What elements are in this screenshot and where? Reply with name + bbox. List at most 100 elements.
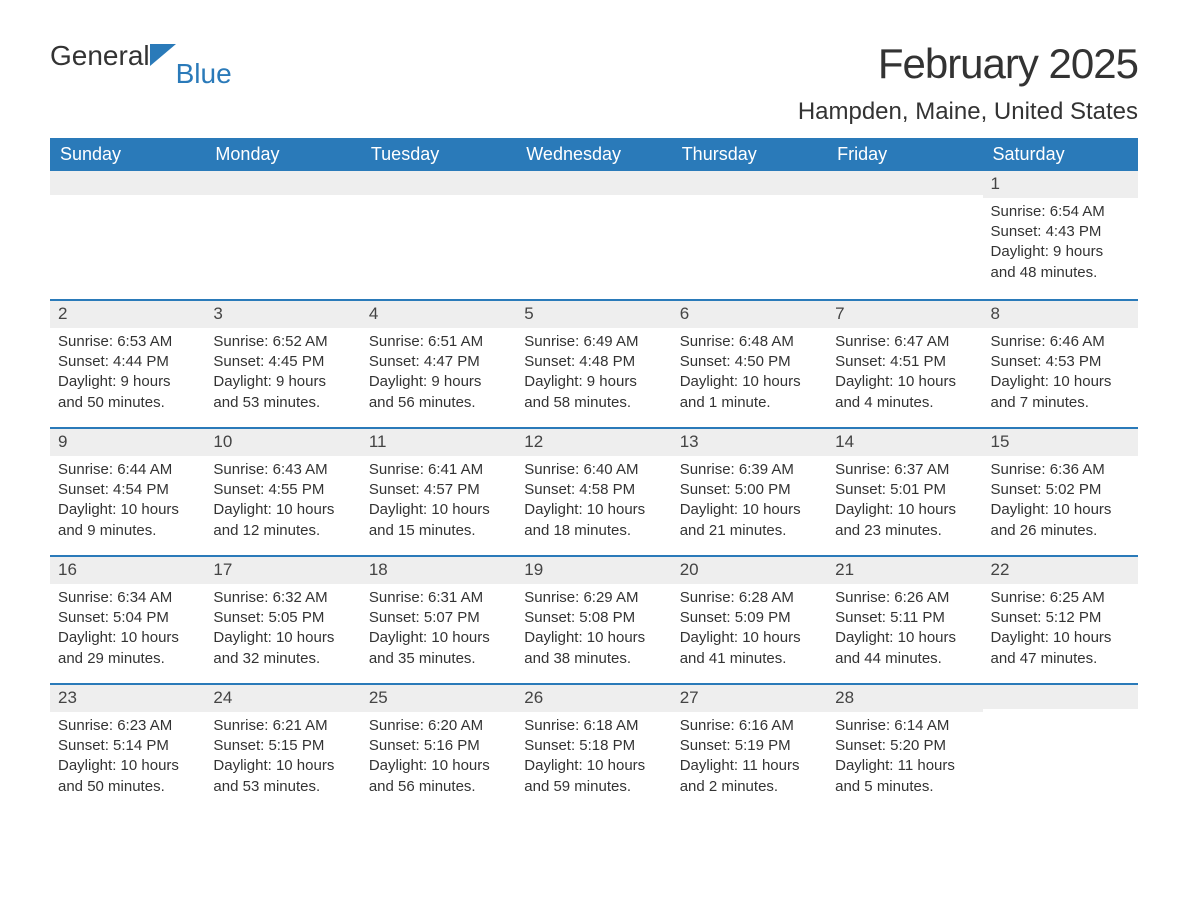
sunset-text: Sunset: 5:11 PM <box>835 608 974 628</box>
daylight-text: Daylight: 10 hours and 44 minutes. <box>835 628 974 669</box>
sunset-text: Sunset: 4:43 PM <box>991 222 1130 242</box>
day-cell: 13Sunrise: 6:39 AMSunset: 5:00 PMDayligh… <box>672 429 827 555</box>
sunset-text: Sunset: 5:02 PM <box>991 480 1130 500</box>
sunrise-text: Sunrise: 6:26 AM <box>835 588 974 608</box>
day-body: Sunrise: 6:23 AMSunset: 5:14 PMDaylight:… <box>50 712 205 807</box>
sunrise-text: Sunrise: 6:44 AM <box>58 460 197 480</box>
daylight-text: Daylight: 10 hours and 1 minute. <box>680 372 819 413</box>
sunrise-text: Sunrise: 6:49 AM <box>524 332 663 352</box>
sunrise-text: Sunrise: 6:39 AM <box>680 460 819 480</box>
day-number: 2 <box>50 301 205 328</box>
daylight-text: Daylight: 10 hours and 53 minutes. <box>213 756 352 797</box>
day-cell <box>516 171 671 299</box>
day-body <box>361 195 516 209</box>
day-cell: 9Sunrise: 6:44 AMSunset: 4:54 PMDaylight… <box>50 429 205 555</box>
sunrise-text: Sunrise: 6:21 AM <box>213 716 352 736</box>
day-body: Sunrise: 6:53 AMSunset: 4:44 PMDaylight:… <box>50 328 205 423</box>
day-body <box>516 195 671 209</box>
sunrise-text: Sunrise: 6:23 AM <box>58 716 197 736</box>
sunrise-text: Sunrise: 6:54 AM <box>991 202 1130 222</box>
day-number: 5 <box>516 301 671 328</box>
daylight-text: Daylight: 10 hours and 38 minutes. <box>524 628 663 669</box>
sunrise-text: Sunrise: 6:16 AM <box>680 716 819 736</box>
daylight-text: Daylight: 10 hours and 7 minutes. <box>991 372 1130 413</box>
daylight-text: Daylight: 9 hours and 56 minutes. <box>369 372 508 413</box>
day-cell <box>672 171 827 299</box>
daylight-text: Daylight: 10 hours and 29 minutes. <box>58 628 197 669</box>
sunrise-text: Sunrise: 6:41 AM <box>369 460 508 480</box>
sunset-text: Sunset: 4:55 PM <box>213 480 352 500</box>
sunrise-text: Sunrise: 6:32 AM <box>213 588 352 608</box>
day-cell: 2Sunrise: 6:53 AMSunset: 4:44 PMDaylight… <box>50 301 205 427</box>
day-cell: 18Sunrise: 6:31 AMSunset: 5:07 PMDayligh… <box>361 557 516 683</box>
sunset-text: Sunset: 5:14 PM <box>58 736 197 756</box>
header: General Blue February 2025 Hampden, Main… <box>50 40 1138 126</box>
sunset-text: Sunset: 5:08 PM <box>524 608 663 628</box>
week-row: 9Sunrise: 6:44 AMSunset: 4:54 PMDaylight… <box>50 427 1138 555</box>
day-body: Sunrise: 6:43 AMSunset: 4:55 PMDaylight:… <box>205 456 360 551</box>
day-body: Sunrise: 6:16 AMSunset: 5:19 PMDaylight:… <box>672 712 827 807</box>
sunset-text: Sunset: 5:04 PM <box>58 608 197 628</box>
logo-text-blue: Blue <box>176 58 232 90</box>
daylight-text: Daylight: 10 hours and 32 minutes. <box>213 628 352 669</box>
day-number: 11 <box>361 429 516 456</box>
day-cell: 23Sunrise: 6:23 AMSunset: 5:14 PMDayligh… <box>50 685 205 811</box>
sunrise-text: Sunrise: 6:29 AM <box>524 588 663 608</box>
day-body <box>983 709 1138 723</box>
day-body: Sunrise: 6:14 AMSunset: 5:20 PMDaylight:… <box>827 712 982 807</box>
daylight-text: Daylight: 10 hours and 47 minutes. <box>991 628 1130 669</box>
day-body: Sunrise: 6:32 AMSunset: 5:05 PMDaylight:… <box>205 584 360 679</box>
sunset-text: Sunset: 5:18 PM <box>524 736 663 756</box>
day-number: 12 <box>516 429 671 456</box>
day-body: Sunrise: 6:34 AMSunset: 5:04 PMDaylight:… <box>50 584 205 679</box>
sunrise-text: Sunrise: 6:34 AM <box>58 588 197 608</box>
week-row: 23Sunrise: 6:23 AMSunset: 5:14 PMDayligh… <box>50 683 1138 811</box>
daylight-text: Daylight: 9 hours and 53 minutes. <box>213 372 352 413</box>
daylight-text: Daylight: 10 hours and 15 minutes. <box>369 500 508 541</box>
day-body: Sunrise: 6:44 AMSunset: 4:54 PMDaylight:… <box>50 456 205 551</box>
day-body: Sunrise: 6:51 AMSunset: 4:47 PMDaylight:… <box>361 328 516 423</box>
weekday-header: Wednesday <box>516 138 671 171</box>
day-body: Sunrise: 6:20 AMSunset: 5:16 PMDaylight:… <box>361 712 516 807</box>
day-number: 25 <box>361 685 516 712</box>
daylight-text: Daylight: 10 hours and 50 minutes. <box>58 756 197 797</box>
day-number: 16 <box>50 557 205 584</box>
day-body: Sunrise: 6:41 AMSunset: 4:57 PMDaylight:… <box>361 456 516 551</box>
sunrise-text: Sunrise: 6:51 AM <box>369 332 508 352</box>
daylight-text: Daylight: 10 hours and 21 minutes. <box>680 500 819 541</box>
day-number <box>672 171 827 195</box>
day-cell: 4Sunrise: 6:51 AMSunset: 4:47 PMDaylight… <box>361 301 516 427</box>
sunrise-text: Sunrise: 6:40 AM <box>524 460 663 480</box>
day-number <box>361 171 516 195</box>
day-number: 9 <box>50 429 205 456</box>
daylight-text: Daylight: 10 hours and 4 minutes. <box>835 372 974 413</box>
daylight-text: Daylight: 10 hours and 18 minutes. <box>524 500 663 541</box>
day-cell: 8Sunrise: 6:46 AMSunset: 4:53 PMDaylight… <box>983 301 1138 427</box>
sunrise-text: Sunrise: 6:25 AM <box>991 588 1130 608</box>
day-number <box>827 171 982 195</box>
sunset-text: Sunset: 5:16 PM <box>369 736 508 756</box>
weekday-header: Sunday <box>50 138 205 171</box>
day-number: 14 <box>827 429 982 456</box>
sunrise-text: Sunrise: 6:46 AM <box>991 332 1130 352</box>
sunset-text: Sunset: 5:07 PM <box>369 608 508 628</box>
sunset-text: Sunset: 4:57 PM <box>369 480 508 500</box>
sunrise-text: Sunrise: 6:36 AM <box>991 460 1130 480</box>
day-body: Sunrise: 6:54 AMSunset: 4:43 PMDaylight:… <box>983 198 1138 293</box>
week-row: 16Sunrise: 6:34 AMSunset: 5:04 PMDayligh… <box>50 555 1138 683</box>
daylight-text: Daylight: 9 hours and 48 minutes. <box>991 242 1130 283</box>
day-cell: 19Sunrise: 6:29 AMSunset: 5:08 PMDayligh… <box>516 557 671 683</box>
day-body: Sunrise: 6:52 AMSunset: 4:45 PMDaylight:… <box>205 328 360 423</box>
day-number: 3 <box>205 301 360 328</box>
day-cell <box>205 171 360 299</box>
day-cell <box>983 685 1138 811</box>
day-body: Sunrise: 6:25 AMSunset: 5:12 PMDaylight:… <box>983 584 1138 679</box>
day-body: Sunrise: 6:31 AMSunset: 5:07 PMDaylight:… <box>361 584 516 679</box>
day-number: 27 <box>672 685 827 712</box>
daylight-text: Daylight: 10 hours and 12 minutes. <box>213 500 352 541</box>
day-body: Sunrise: 6:48 AMSunset: 4:50 PMDaylight:… <box>672 328 827 423</box>
sunset-text: Sunset: 5:00 PM <box>680 480 819 500</box>
day-cell: 26Sunrise: 6:18 AMSunset: 5:18 PMDayligh… <box>516 685 671 811</box>
sunset-text: Sunset: 4:45 PM <box>213 352 352 372</box>
day-body: Sunrise: 6:28 AMSunset: 5:09 PMDaylight:… <box>672 584 827 679</box>
